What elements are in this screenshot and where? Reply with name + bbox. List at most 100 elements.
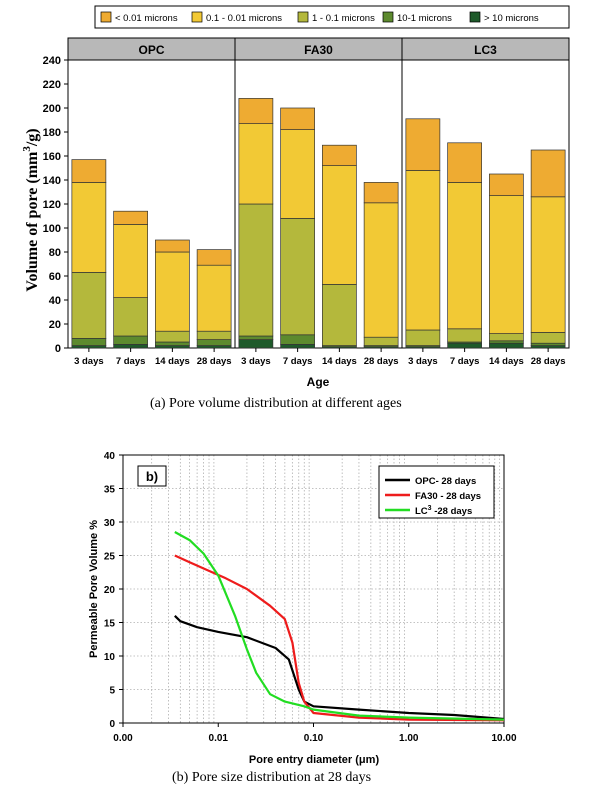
x-tick-label: 0.10 (304, 733, 324, 744)
x-tick-label: 0.00 (113, 733, 133, 744)
y-tick-label: 5 (109, 686, 115, 697)
y-tick-label: 30 (104, 518, 116, 529)
bar-segment-opc-2 (113, 344, 148, 349)
y-tick-label: 240 (43, 55, 61, 67)
bar-segment-fa30-1 (238, 339, 274, 349)
legend-label-sup: 3 (428, 505, 432, 512)
group-label-fa30: FA30 (304, 43, 333, 57)
chart-a-x-axis-label: Age (307, 375, 330, 389)
bar-segment-opc-2 (113, 224, 148, 298)
bar-segment-fa30-1 (238, 335, 274, 340)
y-tick-label: 15 (104, 619, 116, 630)
chart-a-y-ticks: 0 20 40 60 80 100 120 140 160 180 200 220 240 (43, 55, 68, 355)
y-tick-label: 60 (49, 271, 61, 283)
bar-segment-fa30-2 (280, 334, 315, 345)
series-line-1 (174, 615, 505, 721)
chart-b-y-ticks: 0 5 10 15 20 25 30 35 40 (104, 451, 123, 730)
x-tick-label: 3 days (408, 356, 438, 367)
y-tick-label: 120 (43, 199, 61, 211)
chart-b-panel-label-box (137, 465, 167, 487)
chart-b-grid (123, 455, 504, 723)
chart-a: < 0.01 microns 0.1 - 0.01 microns 1 - 0.1 … (21, 5, 570, 389)
x-tick-label: 14 days (155, 356, 190, 367)
x-tick-label: 1.00 (399, 733, 419, 744)
chart-b: 0 5 10 15 20 25 30 35 40 0.00 0.01 0.10 1.00 10.00 b… (88, 451, 517, 766)
bar-segment-opc-4 (196, 330, 232, 340)
bar-segment-fa30-4 (363, 336, 399, 346)
bar-segment-opc-3 (155, 330, 190, 343)
legend-label-text: LC (415, 506, 428, 517)
x-tick-label: 28 days (364, 356, 399, 367)
bar-segment-fa30-2 (280, 218, 315, 336)
x-tick-label: 28 days (531, 356, 566, 367)
chart-a-y-axis-label-tail: /g) (24, 128, 41, 147)
bar-segment-fa30-3 (322, 144, 357, 166)
chart-a-legend-box (94, 5, 570, 29)
legend-label-1: OPC- 28 days (415, 476, 476, 487)
bar-segment-lc3-3 (489, 195, 524, 334)
bar-segment-opc-1 (71, 182, 107, 273)
chart-b-x-ticks: 0.00 0.01 0.10 1.00 10.00 (113, 723, 517, 744)
y-tick-label: 0 (109, 719, 115, 730)
bar-segment-opc-3 (155, 251, 190, 332)
bar-segment-lc3-2 (447, 182, 482, 330)
series-line-2 (174, 554, 505, 722)
bar-segment-opc-1 (71, 272, 107, 339)
chart-b-lines (174, 531, 505, 722)
bar-segment-lc3-4 (530, 342, 566, 346)
legend-label-3: LC3 -28 days (415, 505, 472, 517)
legend-label: 0.1 - 0.01 microns (206, 13, 282, 24)
x-tick-label: 3 days (74, 356, 104, 367)
bar-segment-opc-1 (71, 345, 107, 349)
y-tick-label: 200 (43, 103, 61, 115)
bar-segment-fa30-1 (238, 98, 274, 124)
bar-segment-opc-4 (196, 345, 232, 349)
legend-swatch (469, 11, 481, 23)
bar-segment-lc3-1 (405, 118, 441, 171)
chart-b-y-axis-label: Permeable Pore Volume % (88, 520, 100, 658)
x-tick-label: 3 days (241, 356, 271, 367)
bar-segment-lc3-4 (530, 149, 566, 198)
bar-segment-fa30-4 (363, 202, 399, 338)
bar-segment-lc3-3 (489, 173, 524, 196)
y-tick-label: 35 (104, 485, 116, 496)
x-tick-label: 7 days (283, 356, 313, 367)
bar-segment-opc-3 (155, 239, 190, 253)
bar-segment-opc-4 (196, 264, 232, 332)
y-tick-label: 80 (49, 247, 61, 259)
chart-a-x-ticks: 3 days 7 days 14 days 28 days 3 days 7 days 14… (74, 348, 566, 367)
bar-segment-fa30-4 (363, 182, 399, 204)
bar-segment-lc3-1 (405, 329, 441, 346)
bar-segment-lc3-3 (489, 342, 524, 349)
legend-label-tail: -28 days (432, 506, 473, 517)
y-tick-label: 10 (104, 652, 116, 663)
legend-swatch (100, 11, 112, 23)
bar-segment-fa30-2 (280, 107, 315, 130)
x-tick-label: 0.01 (209, 733, 229, 744)
bar-segment-opc-3 (155, 345, 190, 349)
legend-label-2: FA30 - 28 days (415, 491, 481, 502)
legend-label: 1 - 0.1 microns (312, 13, 375, 24)
chart-a-group-strip: OPC FA30 LC3 (67, 37, 570, 61)
legend-swatch (297, 11, 309, 23)
bar-segment-fa30-2 (280, 129, 315, 219)
bar-segment-fa30-1 (238, 203, 274, 337)
legend-label: < 0.01 microns (115, 13, 178, 24)
y-tick-label: 220 (43, 79, 61, 91)
legend-label-text: OPC- 28 days (415, 476, 476, 487)
y-tick-label: 25 (104, 552, 116, 563)
x-tick-label: 7 days (116, 356, 146, 367)
chart-a-y-axis-label-main: Volume of pore (mm (24, 151, 41, 292)
group-label-opc: OPC (138, 43, 164, 57)
y-tick-label: 140 (43, 175, 61, 187)
bar-segment-opc-2 (113, 210, 148, 225)
bar-segment-fa30-3 (322, 284, 357, 346)
x-tick-label: 7 days (450, 356, 480, 367)
chart-a-bars (71, 98, 566, 349)
x-tick-label: 28 days (197, 356, 232, 367)
bar-segment-lc3-2 (447, 328, 482, 343)
chart-a-caption: (a) Pore volume distribution at differen… (150, 396, 402, 411)
bar-segment-lc3-3 (489, 333, 524, 342)
x-tick-label: 10.00 (491, 733, 516, 744)
x-tick-label: 14 days (489, 356, 524, 367)
